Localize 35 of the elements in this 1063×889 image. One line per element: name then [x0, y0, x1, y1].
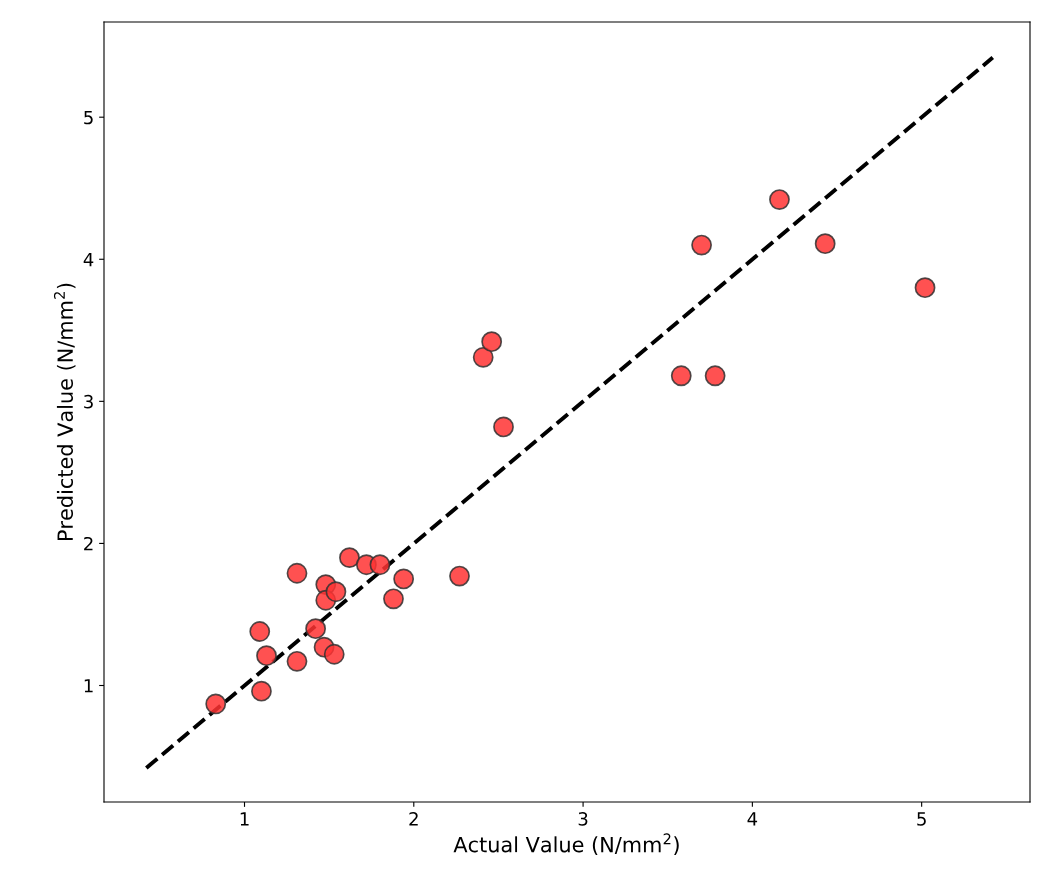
point — [814, 233, 836, 255]
x-axis-title: Actual Value (N/mm$^{2}$) — [453, 833, 679, 855]
point — [493, 416, 514, 438]
y-tick-label: 4 — [83, 252, 94, 267]
point — [305, 618, 327, 640]
point — [249, 621, 271, 642]
point — [449, 565, 470, 587]
y-tick-label: 1 — [84, 679, 93, 693]
point — [914, 277, 936, 299]
x-tick-label: 4 — [747, 812, 758, 826]
point — [286, 562, 308, 584]
y-tick-label: 3 — [84, 394, 93, 409]
point — [256, 645, 277, 667]
point — [393, 568, 415, 590]
point — [251, 680, 272, 702]
point — [769, 189, 790, 211]
x-tick-label: 3 — [578, 812, 588, 826]
point — [286, 650, 308, 672]
point — [472, 346, 494, 368]
point — [670, 365, 692, 387]
x-tick-label: 2 — [409, 812, 418, 826]
point — [369, 554, 391, 576]
x-tick-label: 1 — [240, 812, 249, 826]
y-tick-label: 5 — [84, 110, 93, 125]
point — [383, 588, 404, 610]
y-axis-title: Predicted Value (N/mm$^{2}$) — [53, 283, 76, 541]
point — [704, 365, 726, 387]
point — [205, 693, 227, 715]
y-tick-label: 2 — [84, 536, 93, 551]
point — [691, 234, 712, 256]
point — [325, 581, 347, 603]
x-tick-label: 5 — [917, 812, 926, 826]
point — [481, 331, 503, 353]
point — [339, 547, 360, 569]
point — [323, 643, 345, 665]
